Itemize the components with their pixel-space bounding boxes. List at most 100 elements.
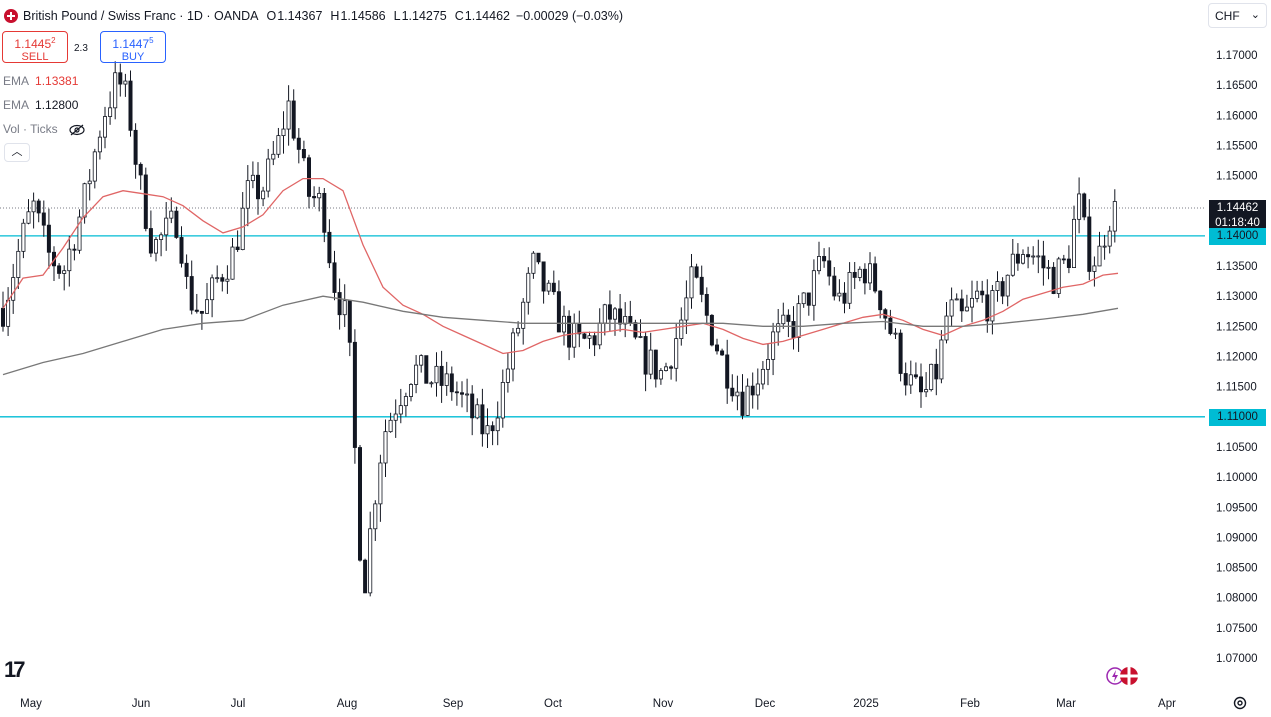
candle-body bbox=[143, 174, 148, 229]
candle-body bbox=[888, 317, 893, 334]
candle-body bbox=[643, 336, 648, 375]
candle-body bbox=[903, 373, 908, 386]
buy-price: 1.1447 bbox=[112, 37, 150, 51]
candle-body bbox=[403, 396, 408, 407]
sell-price: 1.1445 bbox=[14, 37, 52, 51]
candle-body bbox=[204, 299, 209, 314]
volume-legend[interactable]: Vol · Ticks bbox=[3, 122, 85, 136]
candle-body bbox=[551, 282, 556, 293]
candle-body bbox=[67, 248, 72, 272]
candle-body bbox=[240, 207, 245, 250]
collapse-legend-button[interactable]: ︿ bbox=[4, 143, 30, 162]
candle-body bbox=[806, 292, 811, 306]
candle-body bbox=[1041, 255, 1046, 269]
candle-body bbox=[786, 314, 791, 322]
candle-body bbox=[556, 291, 561, 333]
settings-gear-icon[interactable] bbox=[1232, 695, 1248, 711]
ema-fast-legend[interactable]: EMA 1.13381 bbox=[3, 74, 78, 88]
candle-body bbox=[194, 309, 199, 312]
candle-body bbox=[633, 322, 638, 338]
last-price-tag: 1.14462 01:18:40 bbox=[1209, 200, 1266, 232]
chart-header: British Pound / Swiss Franc · 1D · OANDA… bbox=[4, 7, 623, 25]
candle-body bbox=[281, 128, 286, 137]
candle-body bbox=[730, 387, 735, 397]
candle-body bbox=[546, 282, 551, 292]
candle-body bbox=[919, 376, 924, 393]
candle-body bbox=[613, 308, 618, 320]
candle-body bbox=[531, 252, 536, 274]
y-tick-label: 1.10500 bbox=[1216, 442, 1258, 454]
candle-body bbox=[699, 276, 704, 295]
candle-body bbox=[862, 268, 867, 284]
candle-body bbox=[6, 299, 11, 327]
candle-body bbox=[444, 373, 449, 386]
candle-body bbox=[704, 293, 709, 316]
bar-countdown: 01:18:40 bbox=[1215, 217, 1260, 229]
chevron-up-icon: ︿ bbox=[11, 146, 23, 158]
candle-body bbox=[255, 174, 260, 200]
ema-slow-legend[interactable]: EMA 1.12800 bbox=[3, 98, 78, 112]
candle-body bbox=[1010, 253, 1015, 276]
candle-body bbox=[97, 136, 102, 153]
buy-price-pip: 5 bbox=[149, 36, 154, 45]
candle-body bbox=[1056, 258, 1061, 294]
candle-body bbox=[689, 266, 694, 299]
candle-body bbox=[709, 314, 714, 346]
candle-body bbox=[301, 149, 306, 159]
x-tick-label: Sep bbox=[443, 698, 463, 710]
y-tick-label: 1.17000 bbox=[1216, 50, 1258, 62]
candle-body bbox=[720, 350, 725, 356]
candle-body bbox=[618, 308, 623, 325]
symbol-title[interactable]: British Pound / Swiss Franc · 1D · OANDA bbox=[23, 9, 259, 23]
candle-body bbox=[939, 339, 944, 380]
candle-body bbox=[424, 355, 429, 384]
candle-body bbox=[46, 224, 51, 253]
market-status-icons[interactable] bbox=[1105, 666, 1141, 686]
candle-body bbox=[811, 270, 816, 306]
candle-body bbox=[516, 327, 521, 334]
candle-body bbox=[189, 276, 194, 311]
candle-body bbox=[510, 332, 515, 370]
candle-body bbox=[837, 292, 842, 297]
eye-hidden-icon[interactable] bbox=[69, 124, 85, 136]
y-tick-label: 1.16000 bbox=[1216, 110, 1258, 122]
candle-body bbox=[398, 405, 403, 415]
low-label: L bbox=[393, 9, 401, 23]
sell-button[interactable]: 1.14452 SELL bbox=[2, 31, 68, 63]
candle-body bbox=[210, 277, 215, 301]
candle-body bbox=[505, 368, 510, 383]
candle-body bbox=[959, 298, 964, 312]
candle-body bbox=[725, 354, 730, 389]
candle-body bbox=[842, 292, 847, 304]
currency-select[interactable]: CHF ⌄ bbox=[1208, 3, 1267, 28]
candle-body bbox=[475, 404, 480, 419]
candle-body bbox=[276, 135, 281, 155]
open-label: O bbox=[266, 9, 277, 23]
y-tick-label: 1.08000 bbox=[1216, 593, 1258, 605]
gbp-flag-icon bbox=[4, 9, 18, 23]
candle-body bbox=[480, 404, 485, 435]
candle-body bbox=[368, 528, 373, 594]
candle-body bbox=[827, 260, 832, 277]
candle-body bbox=[250, 174, 255, 182]
candle-body bbox=[169, 210, 174, 219]
candle-body bbox=[1000, 281, 1005, 297]
close-value: 1.14462 bbox=[464, 9, 510, 23]
buy-button[interactable]: 1.14475 BUY bbox=[100, 31, 166, 63]
y-tick-label: 1.09500 bbox=[1216, 502, 1258, 514]
tradingview-logo[interactable]: 17 bbox=[4, 657, 26, 682]
candle-body bbox=[291, 100, 296, 139]
y-tick-label: 1.16500 bbox=[1216, 80, 1258, 92]
candle-body bbox=[970, 297, 975, 308]
candle-body bbox=[31, 200, 36, 213]
candle-body bbox=[113, 72, 118, 109]
candle-body bbox=[1092, 265, 1097, 272]
candle-body bbox=[103, 116, 108, 138]
candle-body bbox=[1015, 253, 1020, 264]
candle-body bbox=[995, 281, 1000, 291]
close-label: C bbox=[454, 9, 464, 23]
candle-body bbox=[199, 310, 204, 314]
high-label: H bbox=[330, 9, 340, 23]
level-tag-lower: 1.11000 bbox=[1209, 408, 1266, 426]
